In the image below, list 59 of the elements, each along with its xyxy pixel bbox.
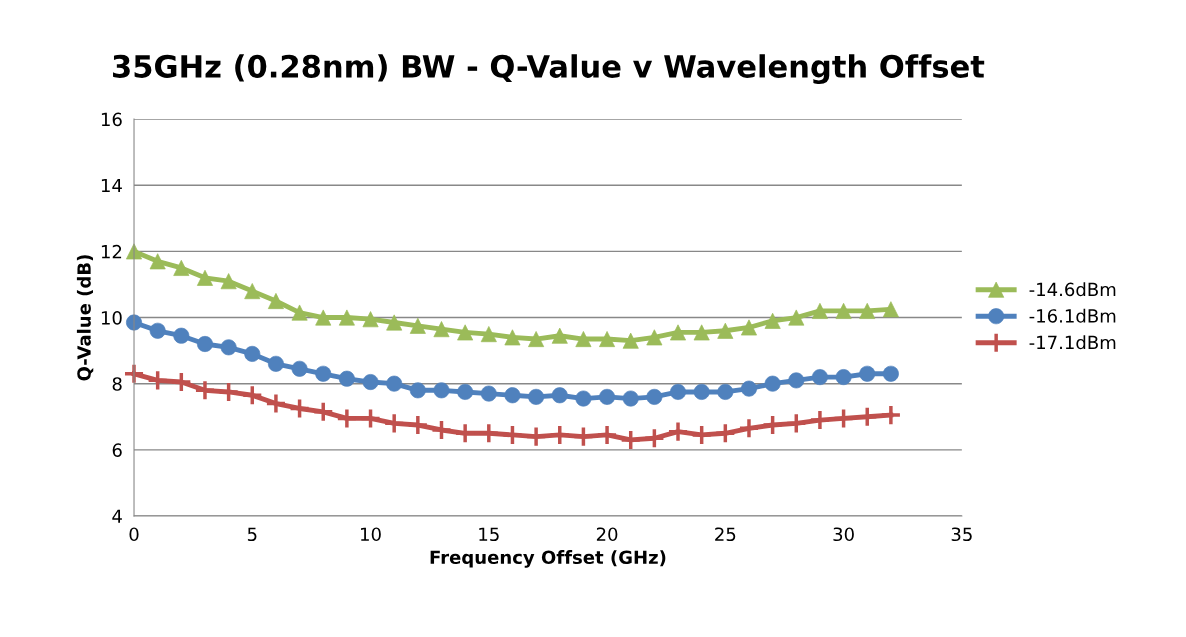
legend-label: -14.6dBm: [1029, 282, 1116, 297]
point: [146, 369, 169, 392]
y-tick-label: 4: [112, 509, 122, 523]
point: [809, 409, 831, 431]
point: [123, 363, 145, 385]
x-tick-label: 0: [129, 527, 139, 542]
x-axis-title: Frequency Offset (GHz): [430, 550, 666, 568]
point: [643, 427, 666, 450]
point: [667, 420, 689, 443]
point: [501, 424, 524, 446]
point: [217, 381, 240, 403]
point: [738, 417, 760, 440]
y-axis-title: Q-Value (dB): [76, 255, 94, 381]
legend-label: -16.1dBm: [1029, 308, 1116, 323]
x-tick-label: 25: [715, 527, 736, 542]
point: [880, 404, 902, 426]
y-tick-label: 6: [112, 443, 122, 457]
y-tick-label: 12: [101, 244, 122, 259]
point: [619, 429, 642, 451]
x-tick-label: 20: [596, 527, 618, 542]
x-tick-label: 10: [361, 527, 381, 542]
x-tick-label: 5: [247, 527, 257, 542]
point: [312, 401, 334, 423]
point: [457, 324, 474, 341]
point: [788, 309, 805, 326]
point: [599, 331, 616, 348]
point: [761, 414, 784, 436]
point: [714, 422, 737, 445]
point: [525, 425, 547, 448]
point: [173, 259, 190, 276]
point: [194, 379, 216, 402]
y-tick-label: 8: [112, 377, 122, 391]
point: [832, 407, 855, 430]
point: [690, 424, 713, 446]
point: [596, 424, 618, 446]
point: [241, 384, 264, 407]
x-tick-label: 15: [479, 527, 499, 542]
y-tick-label: 16: [101, 112, 122, 127]
point: [528, 331, 545, 348]
point: [548, 424, 571, 446]
point: [572, 425, 595, 448]
point: [785, 412, 808, 435]
y-tick-label: 14: [101, 178, 122, 193]
point: [383, 412, 405, 435]
y-tick-label: 10: [101, 311, 122, 325]
point: [575, 331, 592, 348]
point: [336, 407, 358, 430]
point: [149, 253, 166, 270]
legend-label: -17.1dBm: [1029, 335, 1116, 350]
chart-title: 35GHz (0.28nm) BW - Q-Value v Wavelength Offset: [113, 54, 985, 85]
point: [359, 407, 382, 430]
point: [265, 392, 287, 415]
x-tick-label: 35: [951, 527, 972, 542]
x-tick-label: 30: [833, 527, 854, 542]
point: [288, 397, 311, 420]
point: [430, 419, 453, 441]
point: [811, 302, 828, 319]
point: [407, 414, 429, 436]
point: [386, 314, 403, 331]
